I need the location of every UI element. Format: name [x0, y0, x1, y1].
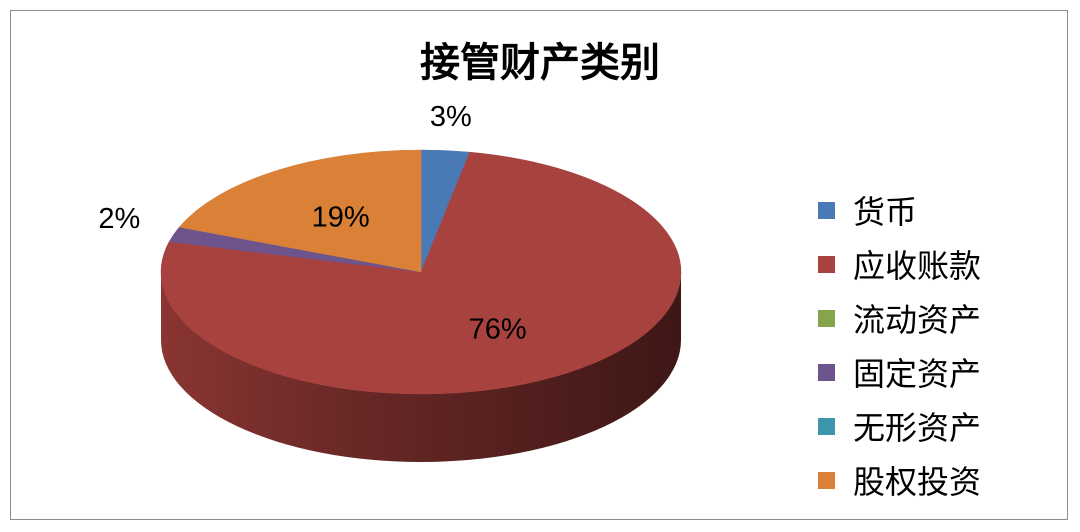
data-label-1: 76%: [469, 314, 527, 346]
legend-label: 固定资产: [853, 355, 982, 393]
chart-frame: [10, 10, 1068, 520]
data-label-3: 2%: [98, 203, 140, 235]
legend: 货币应收账款流动资产固定资产无形资产股权投资: [818, 183, 981, 507]
legend-item: 股权投资: [818, 453, 981, 507]
legend-label: 应收账款: [853, 247, 982, 285]
legend-swatch: [818, 309, 835, 327]
legend-label: 流动资产: [853, 301, 982, 339]
pie-side-wall: [161, 272, 681, 462]
legend-swatch: [818, 255, 835, 273]
legend-item: 固定资产: [818, 345, 981, 399]
legend-label: 无形资产: [853, 409, 982, 447]
legend-item: 无形资产: [818, 399, 981, 453]
legend-label: 股权投资: [853, 463, 982, 501]
legend-item: 货币: [818, 183, 981, 237]
pie-slice-1: [160, 151, 682, 395]
data-label-5: 19%: [312, 202, 370, 234]
chart-title: 接管财产类别: [420, 40, 660, 86]
pie-slice-5: [178, 149, 422, 273]
legend-label: 货币: [853, 193, 918, 231]
data-label-0: 3%: [430, 101, 472, 133]
legend-swatch: [818, 417, 835, 435]
legend-item: 流动资产: [818, 291, 981, 345]
legend-swatch: [818, 471, 835, 489]
legend-swatch: [818, 201, 835, 219]
legend-swatch: [818, 363, 835, 381]
legend-item: 应收账款: [818, 237, 981, 291]
